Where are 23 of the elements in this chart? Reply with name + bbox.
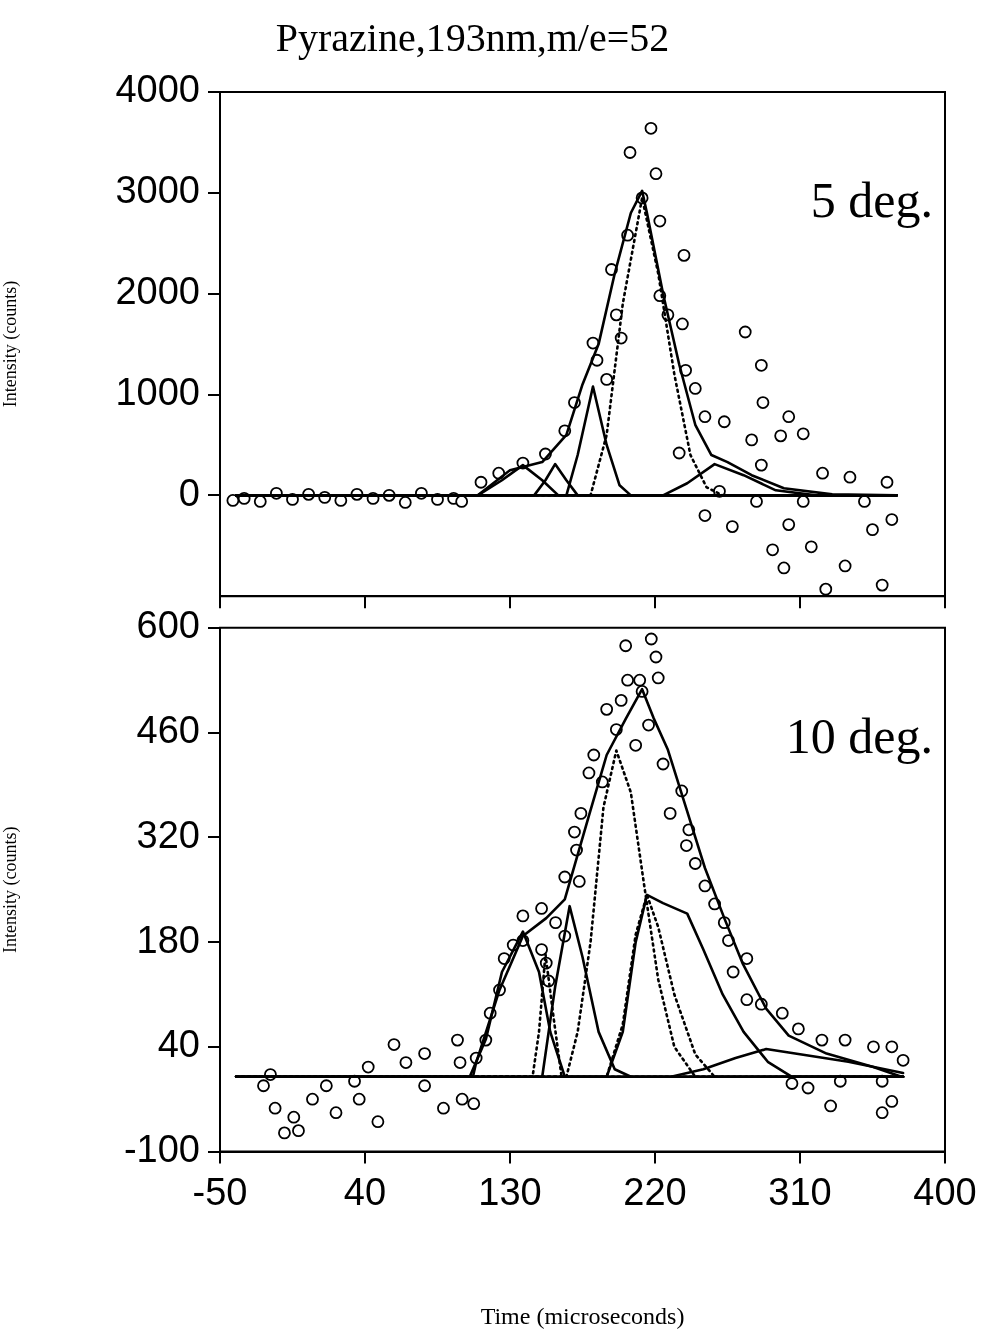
y-tick-label: 1000 [115, 371, 200, 413]
x-tick-label: 130 [478, 1170, 542, 1213]
y-tick-label: 320 [136, 813, 200, 856]
y-axis-title: Intensity (counts) [0, 280, 21, 408]
y-tick-label: 600 [136, 603, 200, 646]
x-tick-label: 400 [913, 1170, 977, 1213]
y-tick-label: 4000 [115, 68, 200, 111]
y-axis-title: Intensity (counts) [0, 825, 21, 953]
annotation: 10 deg. [785, 707, 933, 764]
x-tick-label: -50 [192, 1170, 248, 1213]
annotation: 5 deg. [810, 172, 933, 228]
y-tick-label: 180 [136, 918, 200, 961]
y-tick-label: 460 [136, 708, 200, 751]
chart-title: Pyrazine,193nm,m/e=52 [275, 14, 670, 60]
x-tick-label: 40 [343, 1170, 387, 1213]
y-tick-label: -100 [123, 1127, 200, 1170]
x-tick-label: 310 [768, 1170, 832, 1213]
x-axis-title: Time (microseconds) [480, 1302, 685, 1329]
y-tick-label: 2000 [115, 270, 200, 313]
y-tick-label: 0 [178, 471, 200, 514]
x-tick-label: 220 [623, 1170, 687, 1213]
y-tick-label: 3000 [115, 169, 200, 212]
y-tick-label: 40 [157, 1022, 200, 1065]
